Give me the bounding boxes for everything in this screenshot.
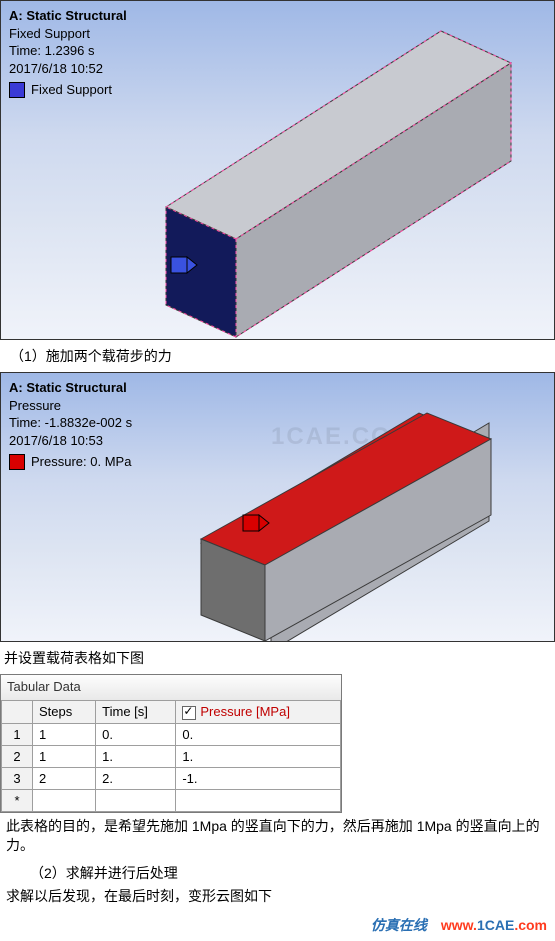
footer: 仿真在线 www.1CAE.com	[0, 911, 555, 941]
col-time[interactable]: Time [s]	[96, 701, 176, 724]
footer-sim-text: 仿真在线	[371, 915, 427, 935]
viewport-pressure: 1CAE.COM A: Static Structural Pressure T…	[0, 372, 555, 642]
beam-model-2-overlay	[131, 403, 551, 642]
tabular-title: Tabular Data	[1, 675, 341, 700]
viewport-info-text: A: Static Structural Pressure Time: -1.8…	[9, 379, 132, 471]
paragraph-1: 此表格的目的，是希望先施加 1Mpa 的竖直向下的力，然后再施加 1Mpa 的竖…	[0, 813, 555, 860]
timestamp-label: 2017/6/18 10:53	[9, 432, 132, 450]
caption-2: 并设置载荷表格如下图	[0, 642, 555, 674]
tabular-data-panel: Tabular Data Steps Time [s] Pressure [MP…	[0, 674, 342, 813]
legend-color-box	[9, 454, 25, 470]
analysis-title: A: Static Structural	[9, 379, 132, 397]
checkbox-icon[interactable]	[182, 706, 196, 720]
table-row: 2 1 1. 1.	[2, 745, 341, 767]
table-row: 3 2 2. -1.	[2, 767, 341, 789]
caption-1: （1）施加两个载荷步的力	[0, 340, 555, 372]
table-row: *	[2, 789, 341, 811]
paragraph-2: （2）求解并进行后处理	[0, 860, 555, 888]
load-name: Pressure	[9, 397, 132, 415]
col-pressure[interactable]: Pressure [MPa]	[176, 701, 341, 724]
table-row: 1 1 0. 0.	[2, 723, 341, 745]
time-label: Time: -1.8832e-002 s	[9, 414, 132, 432]
tabular-data-table[interactable]: Steps Time [s] Pressure [MPa] 1 1 0. 0. …	[1, 700, 341, 812]
legend-color-box	[9, 82, 25, 98]
beam-model-1[interactable]	[41, 21, 541, 340]
viewport-fixed-support: A: Static Structural Fixed Support Time:…	[0, 0, 555, 340]
col-rownum	[2, 701, 33, 724]
col-steps[interactable]: Steps	[33, 701, 96, 724]
paragraph-3: 求解以后发现，在最后时刻，变形云图如下	[0, 887, 555, 911]
footer-url[interactable]: www.1CAE.com	[441, 917, 547, 933]
legend: Pressure: 0. MPa	[9, 453, 132, 471]
legend-label: Pressure: 0. MPa	[31, 453, 131, 471]
